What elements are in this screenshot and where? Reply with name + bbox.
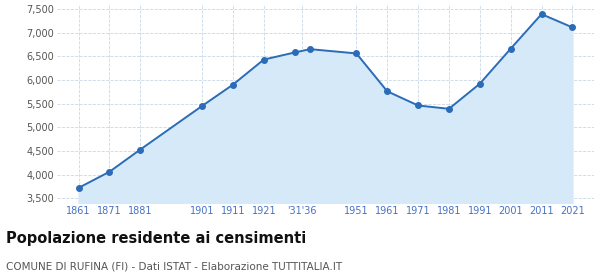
Point — [197, 104, 207, 108]
Point — [104, 169, 114, 174]
Point — [228, 82, 238, 87]
Point — [506, 46, 515, 51]
Text: Popolazione residente ai censimenti: Popolazione residente ai censimenti — [6, 231, 306, 246]
Point — [568, 25, 577, 30]
Point — [352, 51, 361, 56]
Point — [382, 89, 392, 94]
Point — [475, 81, 485, 86]
Point — [74, 186, 83, 190]
Point — [444, 107, 454, 111]
Point — [413, 103, 423, 108]
Text: COMUNE DI RUFINA (FI) - Dati ISTAT - Elaborazione TUTTITALIA.IT: COMUNE DI RUFINA (FI) - Dati ISTAT - Ela… — [6, 262, 342, 272]
Point — [537, 12, 547, 16]
Point — [290, 50, 299, 55]
Point — [136, 147, 145, 152]
Point — [305, 47, 315, 52]
Point — [259, 57, 269, 62]
